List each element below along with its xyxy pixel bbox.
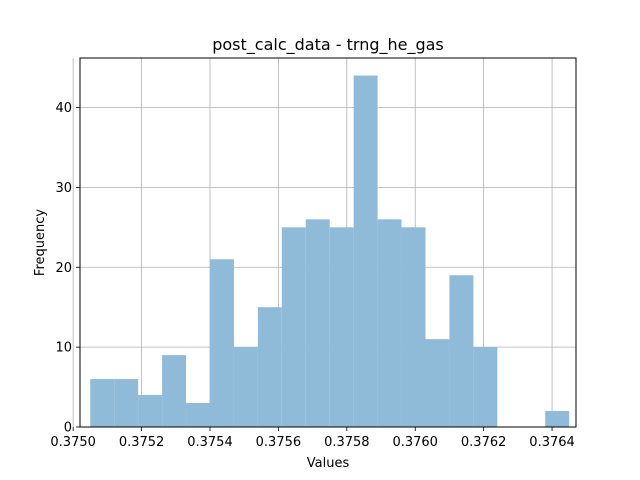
- y-tick-label: 20: [55, 261, 72, 276]
- histogram-bar: [449, 275, 474, 427]
- x-tick-label: 0.3750: [50, 435, 96, 450]
- plot-frame: [79, 57, 577, 428]
- x-tick-label: 0.3754: [187, 435, 233, 450]
- x-tick-label: 0.3758: [324, 435, 370, 450]
- chart-title: post_calc_data - trng_he_gas: [212, 35, 444, 55]
- bars: [90, 75, 570, 428]
- histogram-bar: [233, 347, 258, 427]
- x-tick-label: 0.3756: [256, 435, 302, 450]
- y-tick-label: 0: [64, 421, 72, 436]
- y-tick-label: 30: [55, 181, 72, 196]
- histogram-bar: [377, 219, 402, 427]
- histogram-bar: [305, 219, 330, 427]
- histogram-bar: [545, 411, 570, 427]
- x-tick-label: 0.3752: [119, 435, 165, 450]
- histogram-bar: [329, 227, 354, 427]
- x-tick-label: 0.3764: [529, 435, 575, 450]
- histogram-bar: [401, 227, 426, 427]
- histogram-bar: [114, 379, 139, 427]
- histogram-bar: [209, 259, 234, 427]
- y-tick-label: 40: [55, 101, 72, 116]
- histogram-bar: [162, 355, 187, 427]
- x-tick-label: 0.3762: [461, 435, 507, 450]
- histogram-bar: [473, 347, 498, 427]
- x-tick-label: 0.3760: [392, 435, 438, 450]
- x-axis-label: Values: [307, 456, 350, 471]
- histogram-bar: [281, 227, 306, 427]
- histogram-bar: [425, 339, 450, 427]
- axis-ticks: 0.3750 0.3752 0.3754 0.3756 0.3758 0.3760 0.37…: [50, 101, 574, 450]
- histogram-bar: [90, 379, 115, 427]
- histogram-bar: [257, 307, 282, 427]
- histogram-bar: [138, 395, 163, 427]
- y-tick-label: 10: [55, 341, 72, 356]
- histogram-bar: [353, 75, 378, 428]
- y-axis-label: Frequency: [33, 209, 48, 276]
- histogram-bar: [186, 403, 210, 427]
